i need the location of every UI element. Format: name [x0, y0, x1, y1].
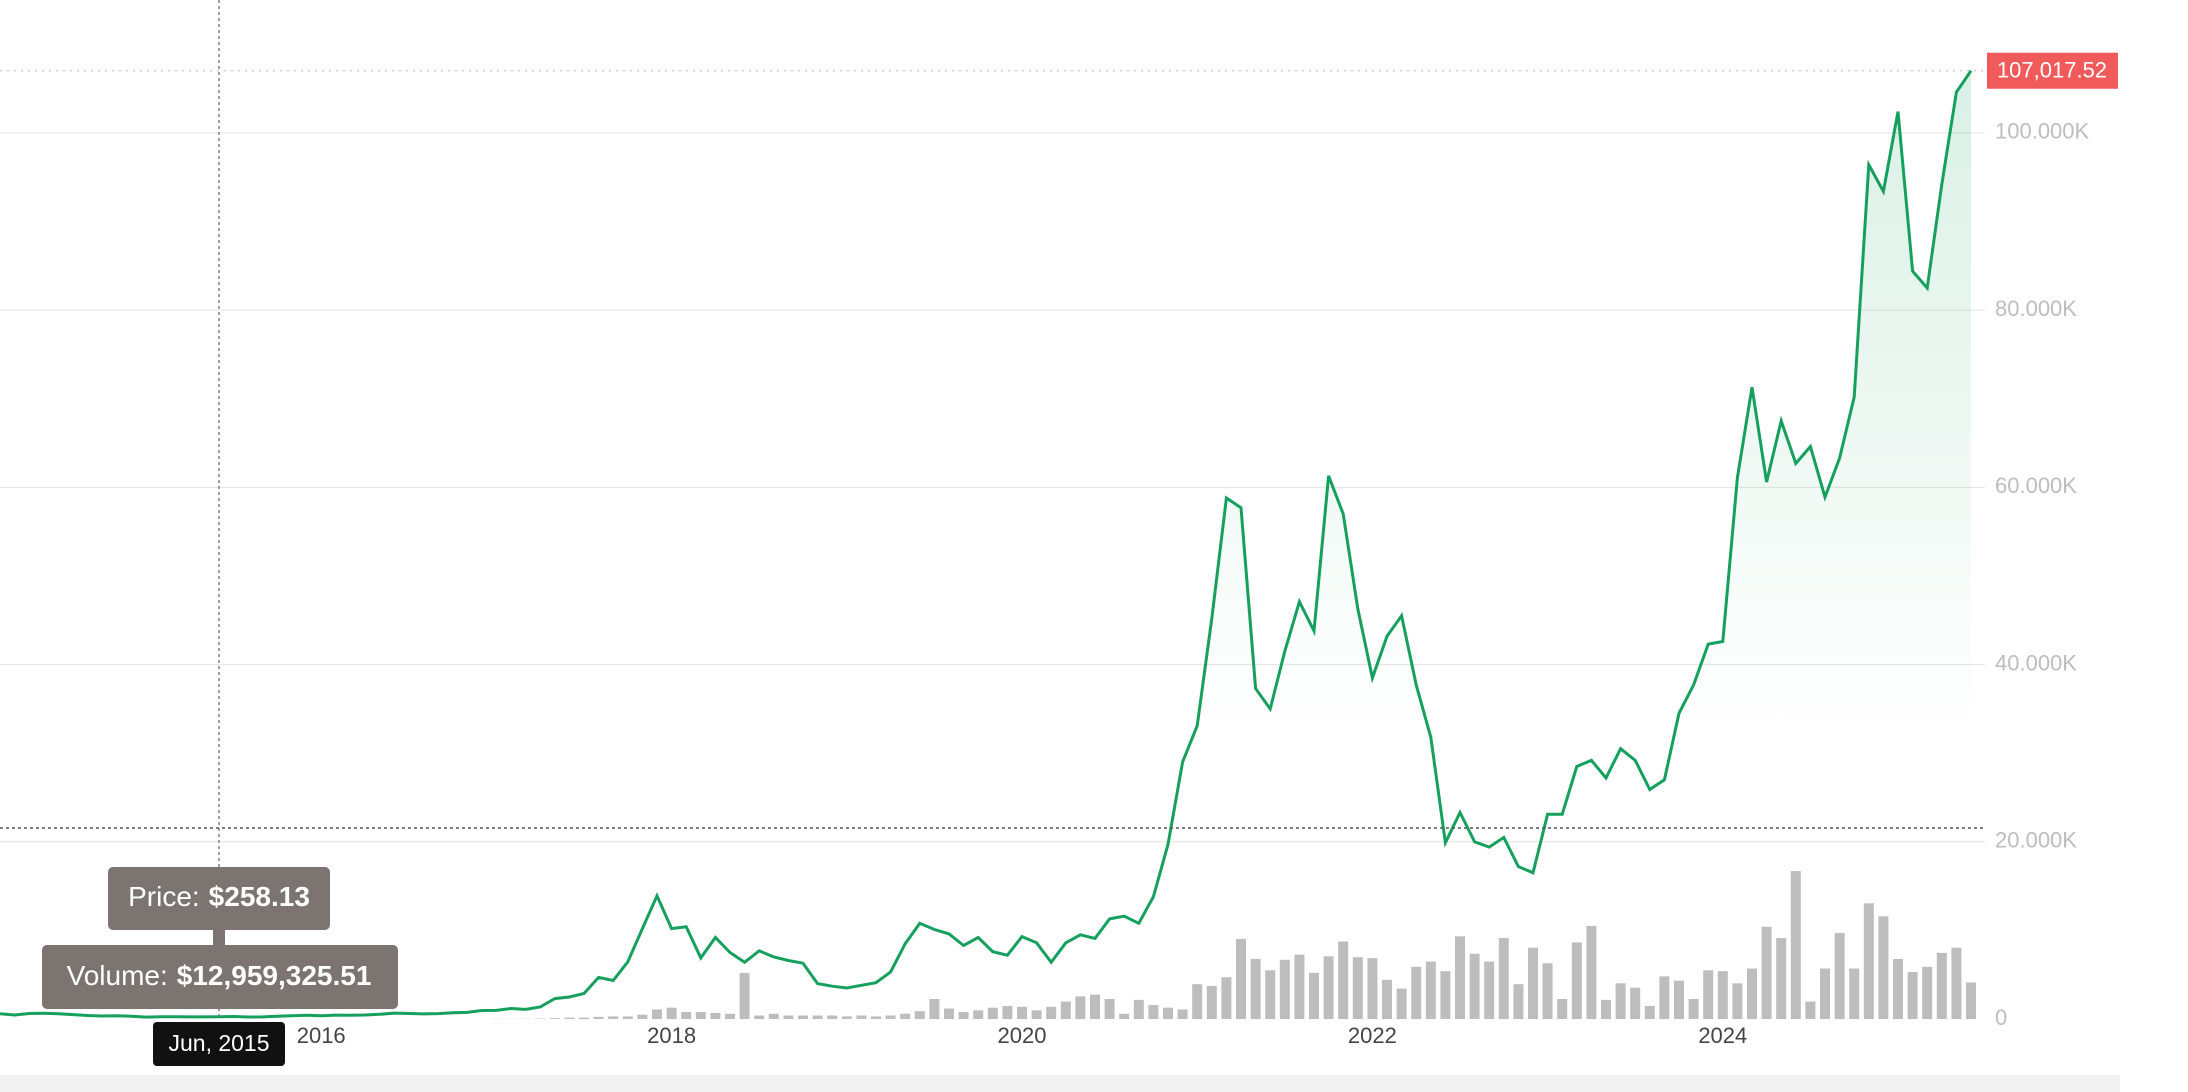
price-tooltip	[108, 867, 330, 930]
price-label: Price:	[128, 881, 200, 912]
current-price-label: 107,017.52	[1997, 58, 2107, 83]
x-tick-label: 2016	[297, 1023, 346, 1048]
date-tooltip	[153, 1022, 285, 1066]
volume-tooltip-text: Volume: $12,959,325.51	[67, 960, 372, 991]
x-tick-label: 2020	[998, 1023, 1047, 1048]
volume-label: Volume:	[67, 960, 168, 991]
navigator-strip[interactable]	[0, 1075, 2120, 1092]
y-tick-label: 40.000K	[1995, 650, 2077, 675]
y-tick-label: 80.000K	[1995, 296, 2077, 321]
x-tick-label: 2018	[647, 1023, 696, 1048]
volume-tooltip	[42, 945, 398, 1009]
tooltip-pointer	[213, 930, 225, 945]
price-value: $258.13	[209, 881, 310, 912]
x-tick-label: 2024	[1698, 1023, 1747, 1048]
current-price-tag	[1987, 52, 2118, 89]
volume-value: $12,959,325.51	[177, 960, 372, 991]
price-line	[0, 69, 1973, 1019]
y-tick-label: 20.000K	[1995, 828, 2077, 853]
price-area	[0, 70, 1971, 1019]
x-tick-label: 2022	[1348, 1023, 1397, 1048]
date-tooltip-text: Jun, 2015	[168, 1030, 269, 1056]
y-tick-label: 100.000K	[1995, 119, 2090, 144]
price-tooltip-text: Price: $258.13	[128, 881, 310, 912]
y-tick-label: 0	[1995, 1005, 2007, 1030]
y-tick-label: 60.000K	[1995, 473, 2077, 498]
